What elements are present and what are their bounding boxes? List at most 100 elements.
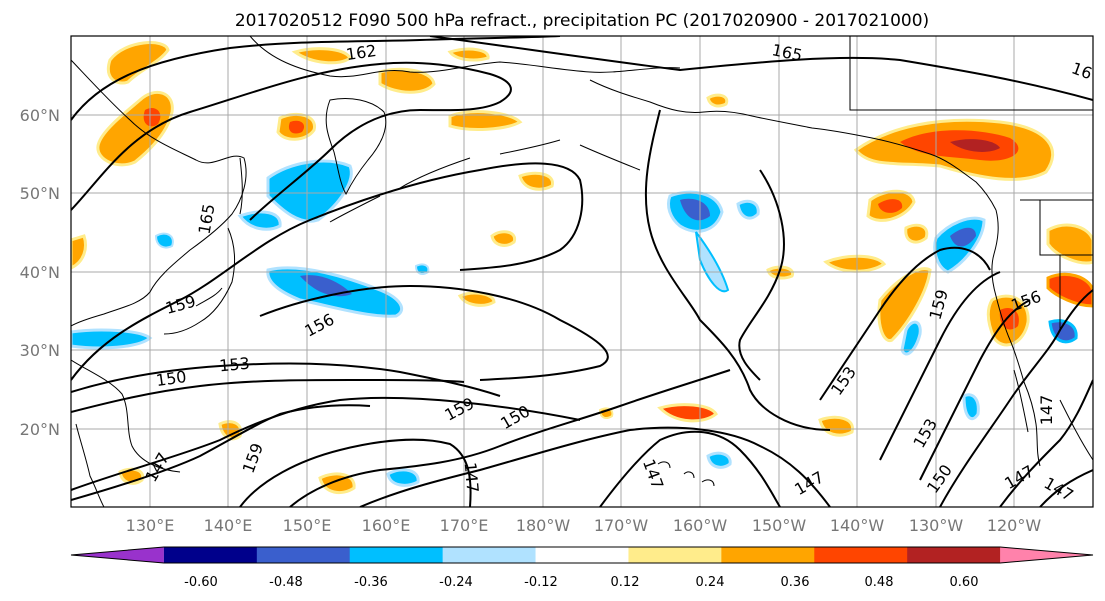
precip-patch xyxy=(378,67,436,94)
precip-patch xyxy=(490,230,517,247)
precip-patch xyxy=(386,468,420,487)
contour-147-east2 xyxy=(1039,469,1093,507)
precip-patch xyxy=(823,254,887,273)
colorbar-tick-label: -0.12 xyxy=(524,575,558,590)
lon-label: 140°W xyxy=(830,516,885,535)
contour-159-south xyxy=(289,369,731,507)
precip-patch xyxy=(657,403,718,423)
precip-patch xyxy=(962,393,980,420)
precip-patch xyxy=(904,223,929,244)
coastline-hawaii xyxy=(657,461,715,487)
precip-positive-shading xyxy=(71,41,1093,495)
contour-150-mid xyxy=(359,426,831,507)
contour-147-mid xyxy=(599,430,781,507)
lat-label: 60°N xyxy=(20,106,60,125)
lat-label: 30°N xyxy=(20,341,60,360)
precip-patch xyxy=(414,263,430,275)
contour-ridge-150w xyxy=(738,169,785,381)
contour-label: 16 xyxy=(1069,58,1095,83)
lon-label: 180°W xyxy=(516,516,571,535)
contour-label: 150 xyxy=(155,367,188,390)
precip-patch xyxy=(300,275,352,297)
colorbar-tick-label: 0.24 xyxy=(696,575,725,590)
colorbar-extend-low xyxy=(71,547,164,563)
coastline-na-west xyxy=(991,209,1041,467)
precip-patch xyxy=(950,139,1000,152)
coastline-asia xyxy=(71,59,247,327)
contour-label: 153 xyxy=(218,354,250,376)
lon-label: 160°E xyxy=(362,516,411,535)
lon-label: 130°W xyxy=(909,516,964,535)
contour-label: 147 xyxy=(461,461,483,493)
colorbar-segment xyxy=(721,547,815,563)
refractivity-contours xyxy=(71,36,1093,507)
contour-150-east xyxy=(939,289,1093,507)
precip-patch xyxy=(518,171,554,191)
border-canada-us xyxy=(849,36,1093,201)
lon-label: 140°E xyxy=(204,516,253,535)
colorbar-segment xyxy=(628,547,722,563)
precip-patch xyxy=(736,199,760,220)
contour-147-low xyxy=(71,404,371,501)
colorbar-segment xyxy=(907,547,1001,563)
precip-patch xyxy=(1046,273,1093,308)
precip-patch xyxy=(878,199,903,213)
colorbar-tick-label: -0.36 xyxy=(354,575,388,590)
colorbar-tick-labels: -0.60 -0.48 -0.36 -0.24 -0.12 0.12 0.24 … xyxy=(184,575,978,590)
colorbar-extend-high xyxy=(1000,547,1093,563)
colorbar-tick-label: 0.12 xyxy=(611,575,640,590)
lon-label: 150°W xyxy=(752,516,807,535)
colorbar-segment xyxy=(256,547,351,563)
contour-162b xyxy=(71,61,512,221)
precip-patch xyxy=(154,232,174,249)
coastline-baja xyxy=(1013,369,1093,461)
contour-147-south xyxy=(239,438,472,507)
contour-150 xyxy=(71,379,465,413)
lon-label: 120°W xyxy=(987,516,1042,535)
contour-159-north xyxy=(71,162,584,381)
coastline-alaska xyxy=(589,79,997,211)
lon-label: 150°E xyxy=(283,516,332,535)
lon-label: 170°W xyxy=(594,516,649,535)
contour-156-east xyxy=(879,271,1001,461)
contour-147-east xyxy=(999,379,1093,507)
coastline-philippines xyxy=(75,423,105,507)
precip-patch xyxy=(950,227,976,247)
precip-patch xyxy=(457,291,496,307)
graticule xyxy=(71,36,1093,507)
precip-patch xyxy=(143,107,161,127)
lon-label: 160°W xyxy=(673,516,728,535)
precip-patch xyxy=(706,93,729,108)
precip-patch xyxy=(291,47,352,65)
map-frame xyxy=(70,35,1094,508)
border-state xyxy=(1039,200,1093,330)
contour-153-east xyxy=(819,246,991,401)
contour-label: 147 xyxy=(1037,395,1056,426)
longitude-labels: 130°E 140°E 150°E 160°E 170°E 180°W 170°… xyxy=(126,516,1042,535)
figure-title: 2017020512 F090 500 hPa refract., precip… xyxy=(235,11,929,31)
precip-patch xyxy=(706,451,732,469)
lon-label: 170°E xyxy=(440,516,489,535)
precip-patch xyxy=(447,47,490,62)
contour-150-low xyxy=(71,396,581,491)
contour-165 xyxy=(429,36,1093,101)
coastline-japan xyxy=(163,227,236,335)
colorbar-tick-label: 0.36 xyxy=(781,575,810,590)
colorbar-outline xyxy=(70,546,1094,564)
precip-patch xyxy=(266,159,353,223)
colorbar-tick-label: -0.48 xyxy=(269,575,303,590)
latitude-labels: 60°N 50°N 40°N 30°N 20°N xyxy=(20,106,60,439)
lon-label: 130°E xyxy=(126,516,175,535)
lat-label: 50°N xyxy=(20,184,60,203)
lat-label: 20°N xyxy=(20,420,60,439)
colorbar-segment xyxy=(814,547,908,563)
colorbar-segment xyxy=(163,547,258,563)
contour-trough-160w xyxy=(644,109,831,431)
colorbar-segment xyxy=(442,547,537,563)
map-panel: 162 165 16 165 159 156 153 150 159 150 1… xyxy=(70,35,1095,508)
contour-159-east xyxy=(919,299,1031,481)
colorbar-tick-label: 0.60 xyxy=(950,575,979,590)
contour-label: 162 xyxy=(345,41,378,64)
precip-patch xyxy=(1046,223,1093,265)
colorbar-segment xyxy=(349,547,444,563)
